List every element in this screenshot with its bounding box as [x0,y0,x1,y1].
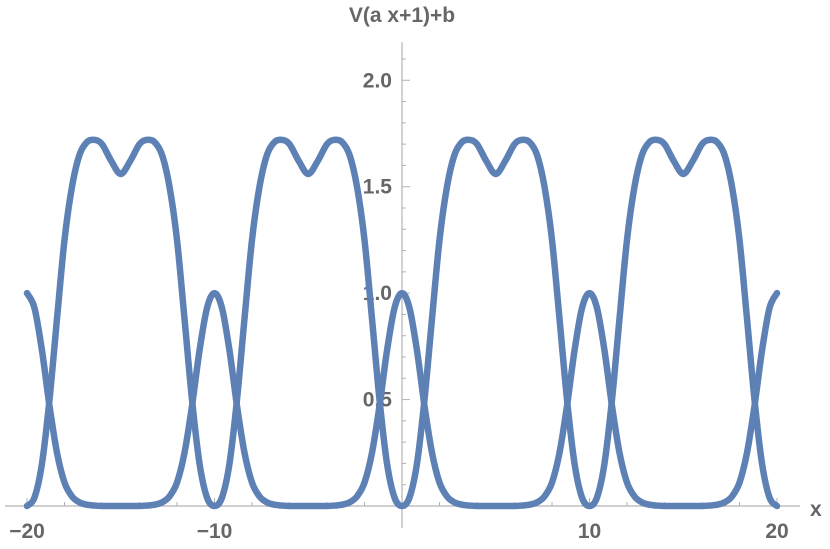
series-line-1 [23,289,781,510]
x-tick-label: 20 [765,520,788,543]
y-tick-label: 2.0 [363,69,392,92]
y-axis-label: V(a x+1)+b [349,4,455,27]
curves [23,136,781,510]
series-line-2 [23,136,781,510]
y-tick-label: 1.5 [363,176,393,199]
ticks: −20 −10 10 200.51.01.52.0 [9,58,789,543]
axes [5,42,800,528]
x-axis-label: x [810,498,822,521]
x-tick-label: −10 [197,520,233,543]
x-tick-label: −20 [9,520,45,543]
x-tick-label: 10 [578,520,601,543]
